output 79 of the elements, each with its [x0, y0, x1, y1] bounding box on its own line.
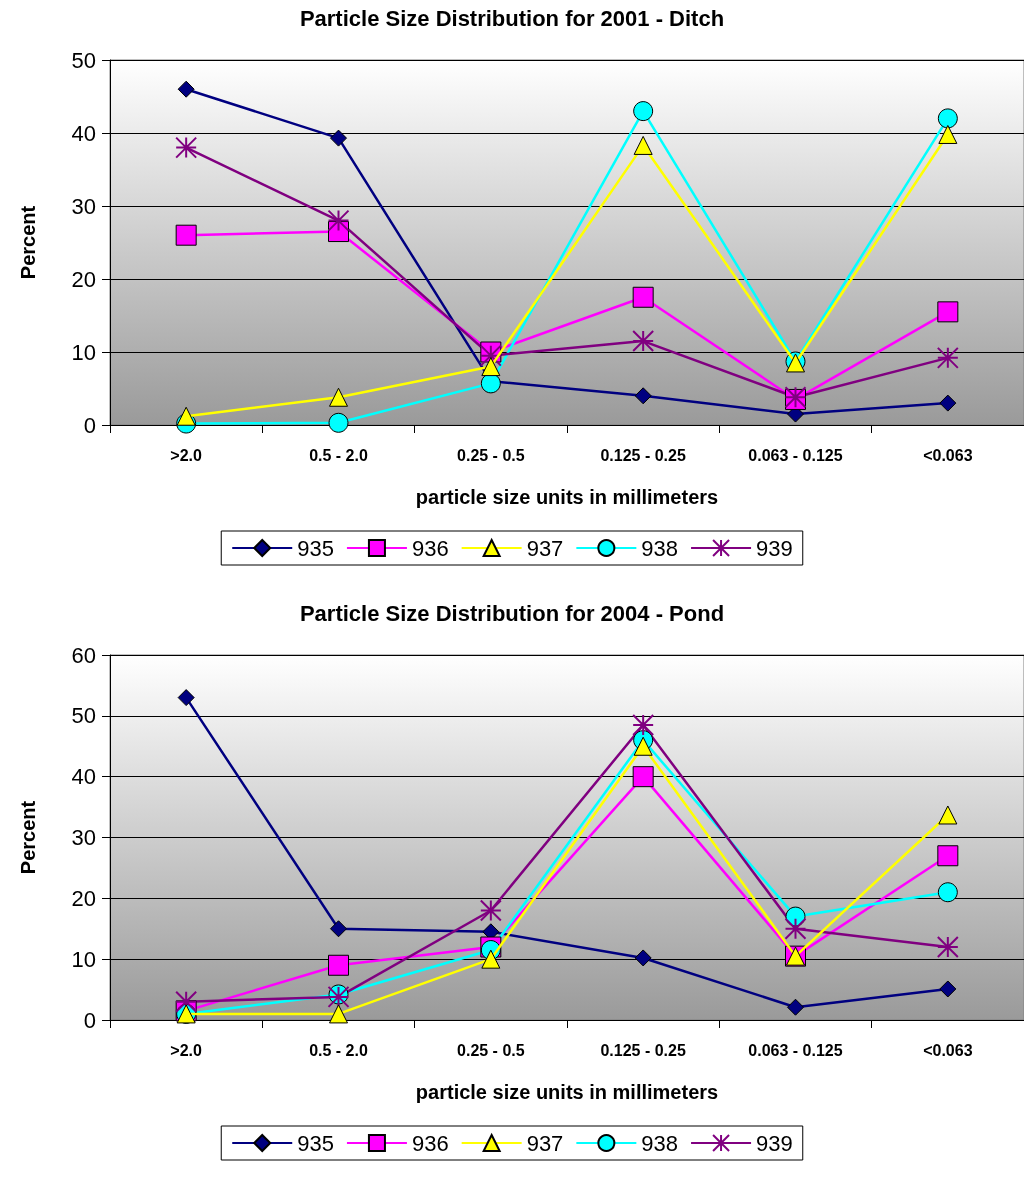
- point: [633, 736, 653, 756]
- y-tick-label: 40: [71, 764, 96, 790]
- point: [936, 346, 959, 369]
- y-tick-label: 0: [83, 412, 96, 438]
- chart-title: Particle Size Distribution for 2001 - Ditch: [299, 5, 725, 31]
- y-tick-label: 10: [71, 339, 96, 365]
- point: [632, 713, 655, 736]
- point: [327, 209, 350, 232]
- point: [634, 949, 652, 967]
- point: [633, 135, 653, 155]
- point: [939, 980, 957, 998]
- legend-label: 937: [526, 535, 564, 561]
- legend-label: 936: [411, 1130, 449, 1156]
- point: [633, 101, 654, 122]
- point: [481, 357, 501, 377]
- x-tick-label: 0.25 - 0.5: [457, 1041, 525, 1059]
- point: [632, 286, 654, 308]
- y-axis-title: Percent: [17, 205, 39, 280]
- point: [328, 954, 349, 976]
- y-tick-label: 10: [71, 946, 96, 972]
- point: [938, 805, 958, 825]
- x-tick-label: <0.063: [923, 1041, 973, 1059]
- y-axis-title: Percent: [17, 800, 39, 875]
- x-tick-label: <0.063: [923, 446, 973, 464]
- point: [330, 129, 347, 147]
- legend-label: 939: [756, 535, 793, 561]
- point: [479, 899, 502, 922]
- x-tick-label: 0.5 - 2.0: [309, 1041, 368, 1059]
- point: [177, 689, 195, 707]
- point: [176, 406, 196, 426]
- x-tick-label: 0.5 - 2.0: [309, 446, 368, 464]
- legend-label: 938: [641, 535, 679, 561]
- y-tick-label: 0: [83, 1007, 96, 1033]
- point: [481, 949, 501, 969]
- point: [937, 108, 958, 129]
- legend-label: 935: [297, 535, 334, 561]
- point: [939, 394, 957, 412]
- point: [330, 920, 347, 938]
- point: [634, 387, 652, 405]
- x-tick-label: 0.125 - 0.25: [600, 446, 686, 464]
- x-axis-title: particle size units in millimeters: [415, 486, 719, 508]
- point: [328, 412, 349, 433]
- point: [632, 330, 655, 353]
- point: [937, 882, 958, 903]
- y-tick-label: 60: [71, 642, 96, 668]
- x-tick-label: >2.0: [170, 446, 203, 464]
- legend-label: 937: [526, 1130, 564, 1156]
- legend-label: 935: [297, 1130, 334, 1156]
- legend-label: 938: [641, 1130, 679, 1156]
- point: [784, 917, 807, 940]
- point: [937, 301, 959, 323]
- y-tick-label: 20: [71, 266, 96, 292]
- y-tick-label: 40: [71, 120, 96, 146]
- y-tick-label: 20: [71, 885, 96, 911]
- x-axis-title: particle size units in millimeters: [415, 1081, 719, 1103]
- point: [175, 136, 198, 159]
- x-tick-label: 0.063 - 0.125: [748, 1041, 843, 1059]
- point: [937, 845, 959, 867]
- point: [480, 373, 501, 394]
- x-tick-label: >2.0: [170, 1041, 203, 1059]
- point: [329, 1004, 348, 1024]
- y-tick-label: 30: [71, 825, 96, 850]
- y-tick-label: 50: [71, 703, 96, 729]
- point: [329, 387, 348, 407]
- x-tick-label: 0.25 - 0.5: [457, 446, 525, 464]
- y-tick-label: 50: [71, 47, 96, 73]
- legend-label: 936: [411, 535, 449, 561]
- y-tick-label: 30: [71, 193, 96, 219]
- point: [936, 936, 959, 958]
- chart-title: Particle Size Distribution for 2004 - Pond: [299, 600, 725, 626]
- point: [787, 998, 804, 1016]
- point: [632, 766, 654, 788]
- x-tick-label: 0.125 - 0.25: [600, 1041, 686, 1059]
- x-tick-label: 0.063 - 0.125: [748, 446, 843, 464]
- point: [177, 80, 195, 98]
- legend-label: 939: [756, 1130, 793, 1156]
- point: [175, 990, 198, 1013]
- point: [938, 124, 958, 144]
- point: [175, 224, 197, 246]
